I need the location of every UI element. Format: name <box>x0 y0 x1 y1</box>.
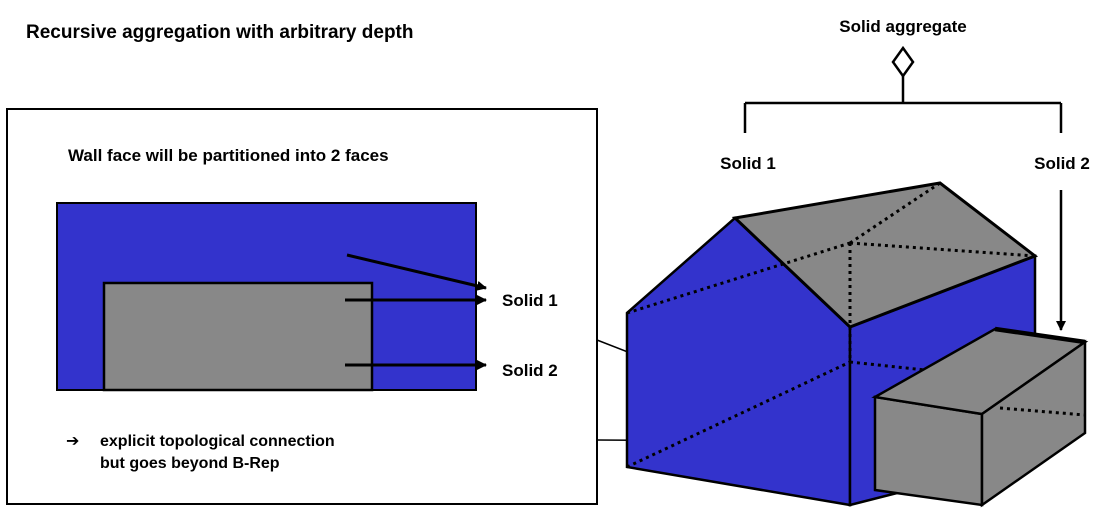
aggregate-label: Solid aggregate <box>839 17 967 36</box>
partition-face <box>102 281 374 392</box>
tree-solid1-label: Solid 1 <box>720 154 776 173</box>
note-line-2: but goes beyond B-Rep <box>100 455 280 472</box>
hidden-edge <box>626 360 851 469</box>
inset-solid1-label: Solid 1 <box>502 291 558 310</box>
note-line-1: explicit topological connection <box>100 433 335 450</box>
note-bullet: ➔ <box>66 433 79 450</box>
diagram-title: Recursive aggregation with arbitrary dep… <box>26 22 413 43</box>
house-roof <box>731 181 1039 329</box>
solid1-arrow-from-wall <box>346 253 487 291</box>
aggregation-diamond <box>891 45 915 79</box>
box-side-face <box>980 339 1087 508</box>
inset-solid2-label: Solid 2 <box>502 361 558 380</box>
tree-solid2-label: Solid 2 <box>1034 154 1090 173</box>
box-front-face <box>873 395 984 507</box>
box-top-edge <box>994 326 1086 345</box>
inset-caption: Wall face will be partitioned into 2 fac… <box>68 146 389 165</box>
hidden-edge <box>999 406 1086 417</box>
hidden-edge <box>849 241 1036 258</box>
